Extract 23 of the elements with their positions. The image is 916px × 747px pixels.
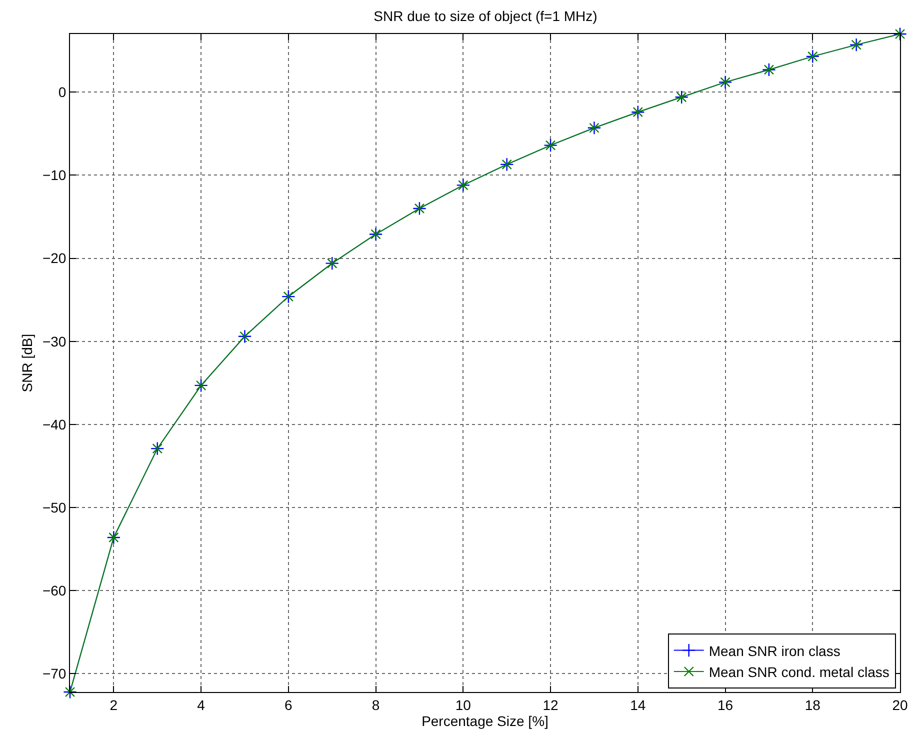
y-tick-label: −40 — [42, 416, 66, 432]
x-tick-label: 14 — [630, 696, 646, 713]
x-tick-label: 2 — [110, 696, 118, 713]
y-tick-label: −30 — [42, 333, 66, 350]
y-axis-title: SNR [dB] — [19, 334, 36, 392]
x-tick-label: 4 — [197, 696, 206, 713]
y-tick-label: −50 — [42, 499, 66, 516]
legend-label: Mean SNR iron class — [708, 642, 840, 659]
y-tick-label: −20 — [42, 250, 66, 266]
x-axis-title: Percentage Size [%] — [422, 713, 548, 730]
x-tick-label: 10 — [455, 696, 472, 713]
legend-label: Mean SNR cond. metal class — [708, 664, 890, 680]
y-tick-label: 0 — [58, 84, 66, 100]
y-tick-label: −10 — [42, 167, 66, 184]
x-tick-label: 6 — [284, 696, 293, 713]
y-tick-label: −60 — [42, 582, 66, 599]
x-tick-label: 8 — [372, 696, 380, 713]
x-tick-label: 20 — [892, 696, 908, 713]
x-tick-label: 16 — [717, 696, 734, 713]
x-tick-label: 18 — [804, 696, 821, 713]
chart-title: SNR due to size of object (f=1 MHz) — [374, 8, 598, 24]
y-tick-label: −70 — [42, 666, 66, 682]
x-tick-label: 12 — [542, 696, 559, 713]
